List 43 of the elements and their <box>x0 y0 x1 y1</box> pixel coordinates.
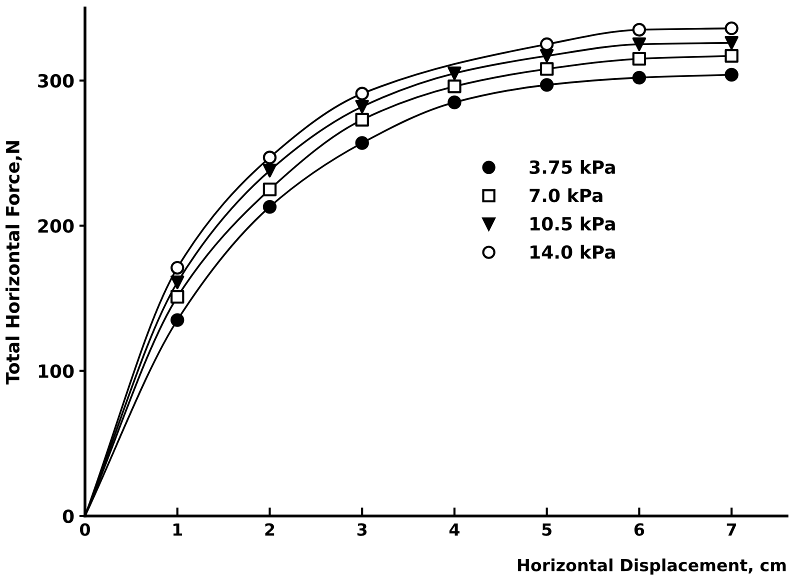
x-tick-label: 0 <box>80 523 90 536</box>
point <box>632 52 646 66</box>
x-axis-title: Horizontal Displacement, cm <box>518 558 786 575</box>
point <box>632 22 646 37</box>
y-tick-label: 0 <box>62 509 74 524</box>
legend-label: 10.5 kPa <box>530 216 615 231</box>
point <box>262 164 277 178</box>
point <box>262 200 277 214</box>
point <box>355 112 369 127</box>
point <box>262 150 277 164</box>
x-tick-label: 5 <box>542 523 552 536</box>
y-tick-label: 200 <box>38 219 74 233</box>
x-tick-label: 7 <box>726 523 736 536</box>
y-axis-title: Total Horizontal Force,N <box>6 141 22 384</box>
point <box>632 37 646 52</box>
x-tick-label: 3 <box>357 523 367 536</box>
point <box>724 49 738 63</box>
x-tick-label: 1 <box>173 523 182 536</box>
legend-label: 3.75 kPa <box>530 160 615 174</box>
point <box>355 136 369 150</box>
point <box>724 21 738 36</box>
legend-label: 14.0 kPa <box>530 244 615 259</box>
point <box>448 80 462 94</box>
point <box>355 86 369 100</box>
point <box>170 260 184 275</box>
point <box>724 68 738 82</box>
point <box>170 290 184 304</box>
point <box>540 62 554 76</box>
x-tick-label: 2 <box>265 523 274 536</box>
x-tick-label: 4 <box>449 523 460 536</box>
point <box>448 66 462 80</box>
y-tick-label: 100 <box>38 364 74 378</box>
point <box>724 36 738 50</box>
point <box>448 95 462 110</box>
point <box>262 182 277 196</box>
point <box>355 100 369 114</box>
point <box>170 313 184 327</box>
point <box>540 78 554 92</box>
legend-label: 7.0 kPa <box>530 188 602 202</box>
y-tick-label: 300 <box>38 74 74 88</box>
point <box>170 275 184 290</box>
point <box>632 70 646 85</box>
x-tick-label: 6 <box>634 523 644 536</box>
